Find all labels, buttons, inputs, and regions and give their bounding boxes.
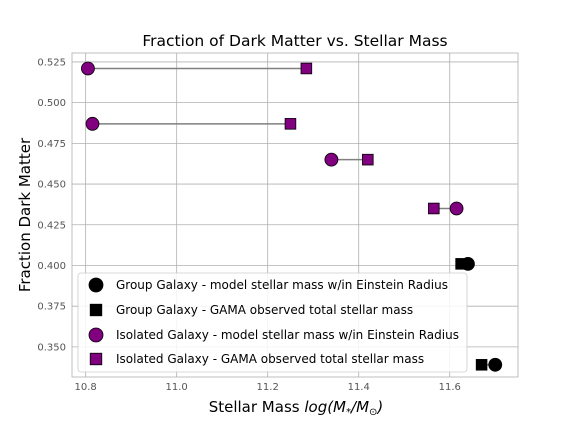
legend-box	[77, 272, 468, 373]
legend-marker-group-circle	[88, 277, 104, 293]
isolated-square-point	[300, 62, 313, 75]
x-axis-label-sub1: *	[346, 407, 351, 418]
isolated-square-point	[362, 153, 374, 166]
y-tick-label: 0.350	[37, 342, 66, 353]
x-axis-label-math: log(M	[304, 398, 346, 416]
legend-marker-isolated-square	[89, 352, 103, 366]
data-points	[81, 61, 503, 372]
y-tick-label: 0.500	[37, 98, 66, 109]
legend-marker-group-square	[89, 303, 103, 317]
x-tick-labels: 10.8 11.0 11.2 11.4 11.6	[75, 382, 461, 393]
legend-entry-label: Isolated Galaxy - GAMA observed total st…	[116, 352, 424, 366]
y-tick-label: 0.375	[37, 302, 66, 313]
y-tick-label: 0.400	[37, 261, 66, 272]
x-tick-label: 11.4	[348, 382, 370, 393]
group-square-point	[455, 258, 467, 270]
x-axis-label-mid: /M	[349, 398, 369, 416]
x-tick-label: 11.6	[439, 382, 461, 393]
isolated-square-point	[428, 202, 440, 215]
legend-entry-label: Group Galaxy - model stellar mass w/in E…	[116, 278, 448, 292]
x-tick-label: 11.2	[257, 382, 279, 393]
y-tick-label: 0.425	[37, 220, 66, 231]
y-axis-label: Fraction Dark Matter	[16, 137, 34, 292]
isolated-circle-point	[449, 201, 464, 216]
isolated-circle-point	[85, 116, 100, 131]
group-square-point	[475, 359, 488, 371]
y-tick-labels: 0.350 0.375 0.400 0.425 0.450 0.475 0.500 0.525	[37, 57, 66, 353]
legend-entry-label: Isolated Galaxy - model stellar mass w/i…	[116, 328, 459, 342]
x-tick-label: 11.0	[166, 382, 188, 393]
group-circle-point	[488, 357, 503, 372]
x-axis-label-sub2: ⊙	[369, 407, 377, 418]
legend-marker-isolated-circle	[88, 327, 104, 343]
isolated-square-point	[284, 118, 297, 130]
chart-title: Fraction of Dark Matter vs. Stellar Mass	[142, 32, 447, 50]
x-axis-label-prefix: Stellar Mass	[209, 398, 305, 416]
x-axis-label: Stellar Mass log(M*/M⊙)	[209, 398, 384, 418]
isolated-circle-point	[81, 61, 95, 76]
legend: Group Galaxy - model stellar mass w/in E…	[77, 272, 468, 373]
plot-frame	[71, 52, 519, 378]
y-tick-label: 0.450	[37, 180, 66, 191]
isolated-circle-point	[324, 152, 339, 167]
y-tick-label: 0.475	[37, 139, 66, 150]
x-tick-label: 10.8	[75, 382, 97, 393]
y-tick-label: 0.525	[37, 57, 66, 68]
x-axis-label-close: )	[376, 398, 383, 416]
legend-entry-label: Group Galaxy - GAMA observed total stell…	[116, 303, 413, 317]
